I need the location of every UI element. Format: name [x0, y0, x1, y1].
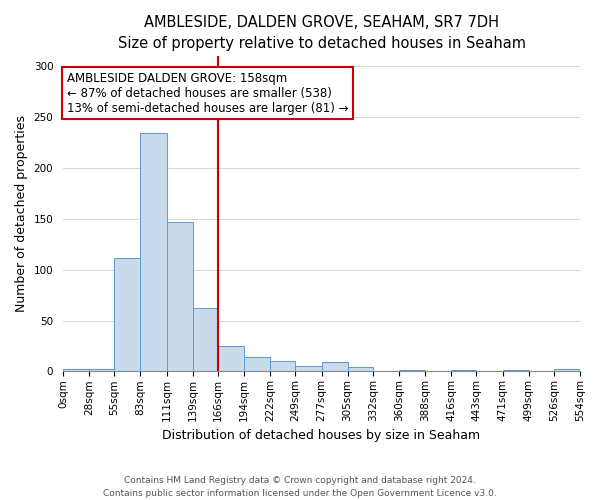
- Bar: [295, 366, 322, 372]
- X-axis label: Distribution of detached houses by size in Seaham: Distribution of detached houses by size …: [163, 430, 481, 442]
- Bar: [140, 132, 167, 372]
- Bar: [218, 346, 244, 372]
- Bar: [503, 370, 529, 372]
- Bar: [270, 361, 295, 372]
- Y-axis label: Number of detached properties: Number of detached properties: [15, 116, 28, 312]
- Bar: [89, 370, 115, 372]
- Bar: [193, 308, 218, 372]
- Bar: [322, 362, 347, 372]
- Bar: [554, 370, 580, 372]
- Text: AMBLESIDE DALDEN GROVE: 158sqm
← 87% of detached houses are smaller (538)
13% of: AMBLESIDE DALDEN GROVE: 158sqm ← 87% of …: [67, 72, 348, 114]
- Title: AMBLESIDE, DALDEN GROVE, SEAHAM, SR7 7DH
Size of property relative to detached h: AMBLESIDE, DALDEN GROVE, SEAHAM, SR7 7DH…: [118, 15, 526, 51]
- Bar: [451, 370, 476, 372]
- Bar: [244, 357, 270, 372]
- Bar: [63, 370, 89, 372]
- Text: Contains HM Land Registry data © Crown copyright and database right 2024.
Contai: Contains HM Land Registry data © Crown c…: [103, 476, 497, 498]
- Bar: [167, 222, 193, 372]
- Bar: [399, 370, 425, 372]
- Bar: [115, 258, 140, 372]
- Bar: [347, 368, 373, 372]
